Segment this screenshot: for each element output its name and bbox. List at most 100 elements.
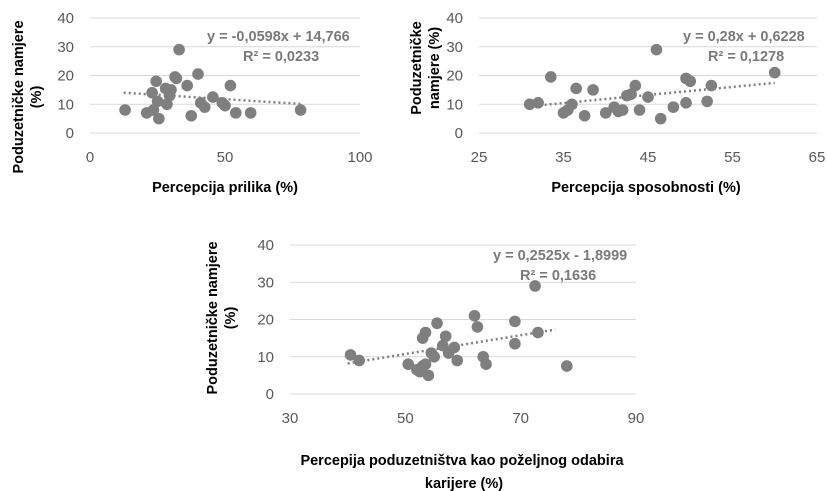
y-tick-label: 30: [57, 39, 74, 56]
x-tick-label: 35: [555, 149, 572, 166]
data-point: [471, 321, 484, 333]
y-tick-label: 30: [257, 274, 274, 291]
chart-3-ticks: 0 10 20 30 40 30 50 70 90: [257, 237, 644, 427]
data-point: [428, 350, 440, 363]
chart-1-ticks: 0 10 20 30 40 0 50 100: [57, 10, 372, 166]
data-point: [684, 75, 697, 88]
y-tick-label: 30: [446, 39, 463, 56]
chart-2-equation: y = 0,28x + 0,6228: [683, 29, 805, 45]
data-point: [192, 68, 204, 80]
data-point: [244, 107, 257, 119]
data-point: [578, 109, 591, 122]
x-tick-label: 70: [512, 410, 529, 427]
data-point: [207, 91, 219, 103]
y-tick-label: 40: [57, 10, 74, 27]
chart-3-x-axis-label-line-2: karijere (%): [425, 476, 503, 491]
data-point: [625, 88, 637, 100]
data-point: [422, 369, 435, 382]
data-point: [768, 66, 781, 79]
y-tick-label: 0: [455, 125, 463, 142]
chart-1-x-axis-label: Percepcija prilika (%): [152, 180, 298, 196]
chart-2-x-axis-label: Percepcija sposobnosti (%): [551, 180, 741, 196]
y-tick-label: 40: [257, 237, 274, 254]
data-point: [705, 79, 718, 92]
data-point: [165, 84, 177, 96]
x-tick-label: 100: [347, 149, 372, 166]
y-tick-label: 10: [446, 96, 463, 113]
y-tick-label: 20: [257, 312, 274, 329]
y-tick-label: 0: [66, 125, 74, 142]
data-point: [633, 104, 646, 116]
data-point: [344, 349, 357, 361]
data-point: [629, 79, 642, 92]
x-tick-label: 45: [640, 149, 657, 166]
data-point: [451, 354, 464, 367]
chart-3-equation: y = 0,2525x - 1,8999: [493, 248, 627, 264]
data-point: [532, 97, 544, 109]
data-point: [561, 360, 573, 372]
data-point: [224, 79, 237, 92]
data-point: [680, 97, 692, 109]
chart-3-gridlines: [290, 244, 636, 395]
data-point: [150, 75, 162, 88]
data-point: [480, 358, 492, 371]
data-point: [654, 112, 667, 125]
data-point: [642, 91, 654, 103]
chart-ability: 0 10 20 30 40 25 35 45 55 65 y = 0,28x + 0,6228 R…: [409, 10, 825, 196]
data-point: [419, 358, 432, 371]
x-tick-label: 50: [217, 149, 234, 166]
chart-3-r-squared: R² = 0,1636: [520, 268, 596, 284]
x-tick-label: 55: [724, 149, 741, 166]
data-point: [566, 98, 578, 111]
x-tick-label: 90: [628, 410, 645, 427]
data-point: [439, 330, 452, 343]
chart-3-points: [344, 280, 573, 382]
data-point: [151, 95, 164, 108]
x-tick-label: 30: [282, 410, 299, 427]
chart-2-ticks: 0 10 20 30 40 25 35 45 55 65: [446, 10, 825, 166]
chart-1-points: [119, 43, 307, 125]
chart-1-y-axis-label: Poduzetničke namjere (%): [11, 20, 45, 173]
data-point: [599, 107, 612, 119]
x-tick-label: 50: [397, 410, 414, 427]
y-tick-label: 20: [446, 68, 463, 85]
data-point: [198, 101, 211, 113]
chart-career: 0 10 20 30 40 30 50 70 90 y = 0,2525x - 1,8999 R…: [205, 237, 644, 491]
data-point: [616, 104, 629, 116]
data-point: [185, 109, 198, 122]
data-point: [294, 104, 307, 116]
data-point: [419, 326, 432, 339]
data-point: [173, 43, 185, 56]
data-point: [587, 84, 599, 96]
data-point: [650, 43, 663, 56]
x-tick-label: 65: [809, 149, 826, 166]
chart-2-y-axis-label: Poduzetničke namjere (%): [409, 21, 443, 114]
y-tick-label: 10: [257, 349, 274, 366]
chart-1-r-squared: R² = 0,0233: [243, 49, 319, 65]
chart-opportunity: 0 10 20 30 40 0 50 100 y = -0,0598x + 14,766 R²…: [11, 10, 373, 196]
data-point: [468, 309, 481, 322]
data-point: [230, 107, 242, 119]
data-point: [146, 86, 158, 99]
data-point: [509, 315, 521, 328]
y-tick-label: 40: [446, 10, 463, 27]
x-tick-label: 25: [471, 149, 488, 166]
x-tick-label: 0: [86, 149, 94, 166]
y-tick-label: 0: [266, 386, 274, 403]
data-point: [353, 354, 366, 367]
data-point: [219, 99, 231, 112]
data-point: [431, 317, 443, 330]
chart-1-equation: y = -0,0598x + 14,766: [207, 29, 350, 45]
data-point: [529, 280, 541, 292]
chart-3-x-axis-label-line-1: Percepija poduzetništva kao poželjnog od…: [300, 453, 624, 469]
data-point: [545, 71, 557, 83]
data-point: [147, 104, 160, 116]
data-point: [119, 104, 131, 116]
data-point: [402, 358, 415, 371]
data-point: [509, 337, 521, 350]
data-point: [170, 72, 183, 85]
data-point: [448, 341, 461, 354]
data-point: [532, 326, 544, 339]
data-point: [701, 95, 713, 108]
